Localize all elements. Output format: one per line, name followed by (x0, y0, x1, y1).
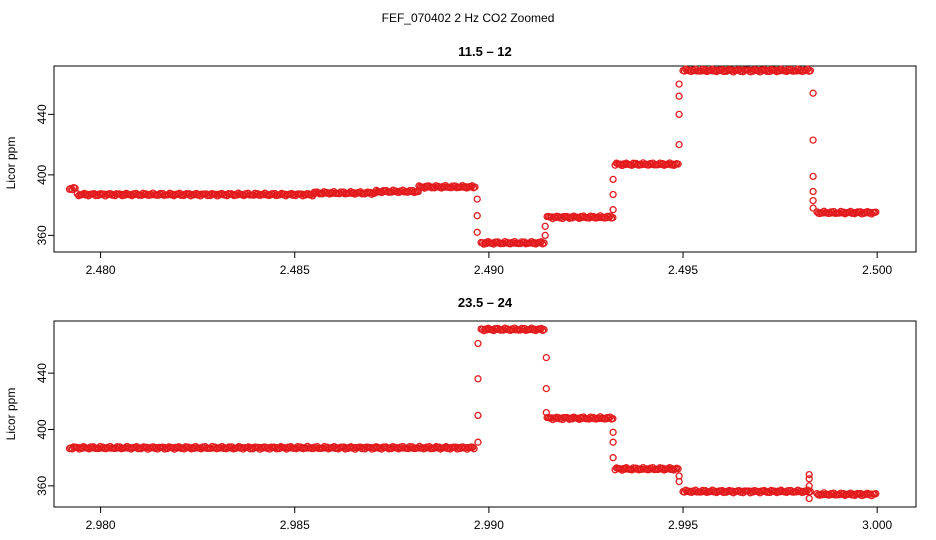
y-tick-label: 360 (35, 225, 49, 245)
data-point (805, 494, 813, 503)
plot-frame (53, 65, 917, 253)
y-tick-label: 360 (35, 476, 49, 496)
data-point (609, 190, 617, 199)
data-point (674, 160, 682, 168)
data-point (805, 475, 813, 483)
panel-bottom-ylabel: Licor ppm (4, 388, 18, 441)
data-point (675, 80, 683, 88)
y-tick-label: 400 (35, 165, 49, 185)
x-tick-label: 2.495 (668, 263, 698, 277)
data-point (474, 375, 482, 383)
panel-top-title: 11.5 – 12 (458, 44, 512, 59)
data-point (805, 482, 813, 490)
panel-top-ylabel: Licor ppm (4, 137, 18, 190)
x-tick-label: 2.490 (474, 263, 504, 277)
data-point (609, 428, 617, 436)
data-point (474, 411, 482, 420)
data-point (609, 213, 617, 222)
data-point (806, 67, 815, 75)
data-point (675, 140, 683, 149)
x-tick-label: 3.000 (862, 518, 892, 532)
x-tick-label: 2.985 (280, 518, 310, 532)
data-point (802, 487, 810, 496)
y-tick-label: 400 (35, 419, 49, 439)
data-point (609, 206, 617, 214)
data-point (872, 490, 880, 498)
y-tick-label: 440 (35, 104, 49, 124)
data-point (540, 325, 548, 334)
data-point (541, 222, 549, 230)
data-point (469, 443, 477, 451)
data-point (675, 472, 683, 480)
panel-bottom-title: 23.5 – 24 (458, 295, 513, 310)
data-point (474, 438, 482, 446)
data-point (470, 445, 478, 453)
data-point (542, 408, 550, 417)
x-tick-label: 2.995 (668, 518, 698, 532)
data-point (805, 470, 813, 479)
data-point (675, 92, 683, 100)
data-point (675, 110, 683, 119)
data-point (809, 172, 817, 181)
data-point (809, 196, 817, 205)
data-point (609, 414, 617, 423)
x-tick-label: 2.990 (474, 518, 504, 532)
data-point (809, 187, 817, 196)
panel-bottom: 23.5 – 24 Licor ppm 2.980 2.985 2.990 2.995… (4, 295, 917, 532)
data-point (542, 353, 550, 362)
data-point (540, 239, 548, 247)
data-point (541, 231, 549, 240)
y-tick-label: 440 (35, 363, 49, 383)
panel-top: 11.5 – 12 Licor ppm 2.480 2.485 2.490 2.495… (4, 44, 917, 277)
figure-title: FEF_070402 2 Hz CO2 Zoomed (382, 11, 555, 25)
data-point (542, 384, 550, 393)
data-point (474, 339, 482, 348)
x-tick-label: 2.500 (862, 263, 892, 277)
data-point (473, 212, 481, 220)
x-tick-label: 2.980 (86, 518, 116, 532)
data-points-top (65, 65, 880, 248)
data-point (872, 208, 880, 216)
data-points-bottom (65, 324, 880, 503)
data-point (609, 438, 617, 446)
data-point (473, 228, 481, 236)
data-point (473, 195, 481, 203)
plot-frame (53, 320, 917, 508)
data-point (471, 183, 479, 191)
data-point (609, 454, 617, 462)
x-tick-label: 2.485 (280, 263, 310, 277)
data-point (609, 175, 617, 184)
x-tick-label: 2.480 (86, 263, 116, 277)
data-point (809, 136, 817, 144)
data-point (674, 465, 682, 473)
data-point (809, 89, 817, 97)
data-point (809, 204, 817, 212)
